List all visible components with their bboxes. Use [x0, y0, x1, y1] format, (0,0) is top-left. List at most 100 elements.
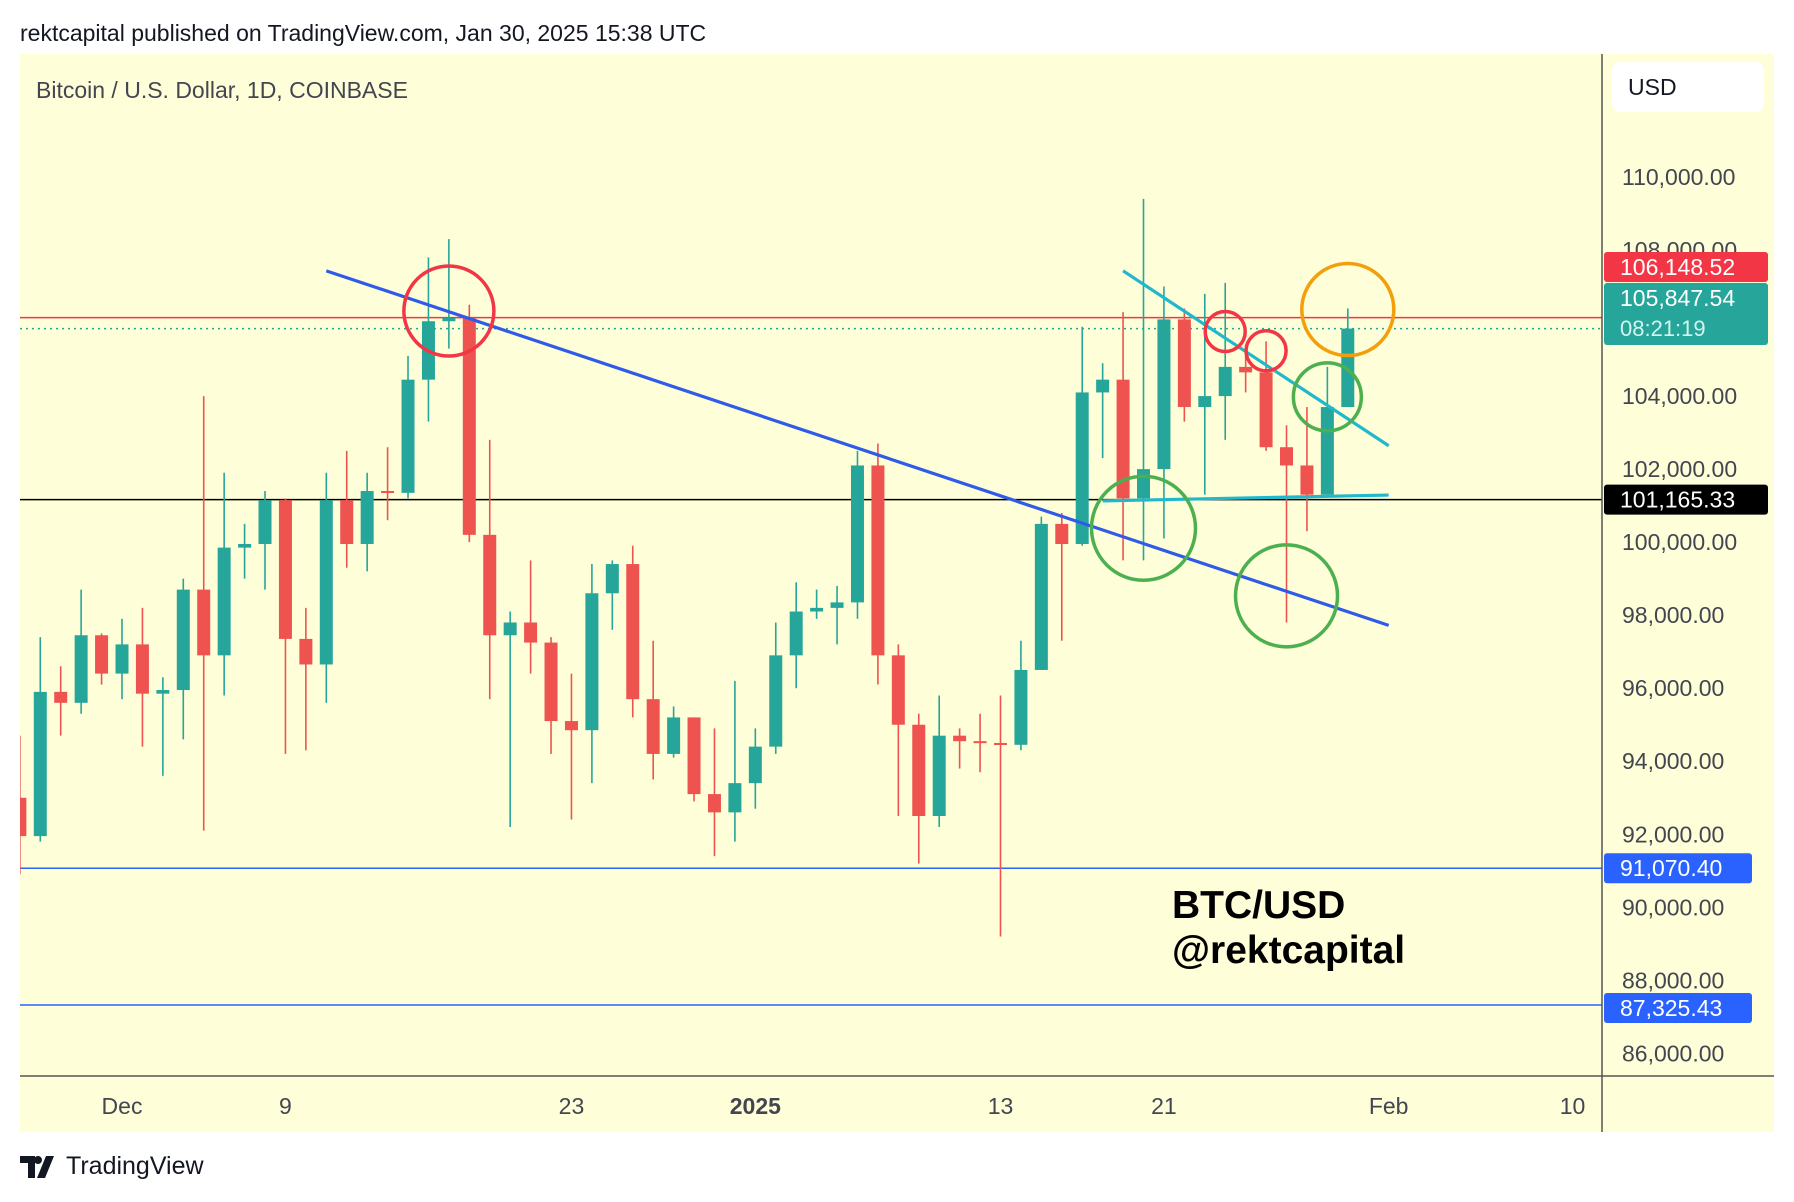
candle[interactable] — [1096, 363, 1110, 459]
candle[interactable] — [605, 560, 619, 630]
y-tick-label: 100,000.00 — [1622, 529, 1737, 555]
price-label: 87,325.43 — [1620, 995, 1722, 1021]
candle[interactable] — [299, 607, 313, 751]
candle-body — [953, 735, 967, 742]
candle-body — [912, 724, 926, 817]
candle-body — [1116, 379, 1130, 499]
candle[interactable] — [789, 582, 803, 689]
candle[interactable] — [1300, 407, 1314, 532]
candle[interactable] — [544, 637, 558, 754]
candle[interactable] — [850, 450, 864, 619]
chart-title: Bitcoin / U.S. Dollar, 1D, COINBASE — [36, 77, 408, 103]
candle[interactable] — [156, 677, 170, 776]
annotation-circle[interactable] — [1300, 261, 1396, 358]
y-tick-label: 94,000.00 — [1622, 748, 1724, 774]
candle[interactable] — [1259, 341, 1273, 451]
candle-body — [626, 564, 640, 700]
candle[interactable] — [564, 673, 578, 820]
candle[interactable] — [238, 523, 252, 579]
candle[interactable] — [360, 472, 374, 572]
candle[interactable] — [728, 680, 742, 842]
candle-body — [442, 317, 456, 322]
candle-body — [973, 741, 987, 744]
trendline[interactable] — [1122, 269, 1390, 448]
candle[interactable] — [1034, 516, 1048, 670]
annotation-circle[interactable] — [1244, 329, 1288, 373]
candle[interactable] — [74, 589, 88, 714]
candle[interactable] — [667, 706, 681, 758]
tradingview-logo[interactable]: TradingView — [20, 1152, 204, 1181]
candle[interactable] — [687, 717, 701, 802]
candle[interactable] — [54, 666, 68, 736]
candle-body — [238, 543, 252, 548]
candle[interactable] — [503, 611, 517, 827]
annotation-circle[interactable] — [402, 264, 496, 358]
candle[interactable] — [748, 728, 762, 809]
candle-body — [1300, 465, 1314, 495]
candle[interactable] — [1116, 312, 1130, 561]
candle[interactable] — [340, 450, 354, 568]
candle[interactable] — [1075, 326, 1089, 546]
plot-area: BTC/USD@rektcapital — [13, 198, 1602, 1006]
candle[interactable] — [993, 695, 1007, 937]
annotation-circle[interactable] — [1203, 309, 1247, 354]
candle-body — [115, 644, 129, 674]
candle-body — [1034, 523, 1048, 670]
candle[interactable] — [1280, 425, 1294, 623]
annotation-circle[interactable] — [1233, 543, 1340, 649]
candle[interactable] — [912, 713, 926, 864]
candle[interactable] — [1055, 512, 1069, 641]
candle[interactable] — [953, 728, 967, 769]
trendline[interactable] — [325, 269, 1390, 627]
candle-body — [1259, 372, 1273, 448]
candle-body — [789, 611, 803, 656]
candle[interactable] — [830, 585, 844, 645]
candle[interactable] — [197, 396, 211, 831]
tradingview-brand: TradingView — [66, 1152, 204, 1180]
annotation-circle[interactable] — [1291, 361, 1364, 433]
candle[interactable] — [1218, 282, 1232, 440]
candle[interactable] — [33, 637, 47, 842]
candle[interactable] — [115, 618, 129, 700]
candle[interactable] — [319, 472, 333, 703]
trendline[interactable] — [1102, 493, 1389, 503]
currency-button[interactable]: USD — [1612, 62, 1764, 112]
candle[interactable] — [381, 447, 395, 521]
candle[interactable] — [871, 443, 885, 685]
candle-body — [217, 547, 231, 656]
candle[interactable] — [810, 589, 824, 619]
annotation-circle[interactable] — [1089, 474, 1198, 583]
candle[interactable] — [585, 564, 599, 784]
candle[interactable] — [1177, 308, 1191, 422]
candle-body — [278, 500, 292, 639]
price-label-bg — [1604, 484, 1768, 515]
candle[interactable] — [135, 607, 149, 747]
candle[interactable] — [483, 439, 497, 700]
price-label: 101,165.33 — [1620, 487, 1735, 513]
y-tick-label: 102,000.00 — [1622, 456, 1737, 482]
candle[interactable] — [646, 640, 660, 780]
candle[interactable] — [401, 355, 415, 499]
candle[interactable] — [524, 560, 538, 674]
candle-body — [687, 717, 701, 795]
candle[interactable] — [891, 644, 905, 817]
candle-body — [33, 691, 47, 837]
candle[interactable] — [973, 713, 987, 773]
candle[interactable] — [932, 695, 946, 827]
candle[interactable] — [176, 578, 190, 740]
candle[interactable] — [13, 735, 27, 875]
candle[interactable] — [1157, 286, 1171, 539]
candle[interactable] — [258, 491, 272, 590]
candle-body — [564, 721, 578, 731]
candle[interactable] — [95, 633, 109, 685]
candle[interactable] — [442, 239, 456, 349]
candle[interactable] — [707, 728, 721, 857]
candle[interactable] — [462, 304, 476, 543]
candle[interactable] — [278, 498, 292, 754]
candle-body — [319, 500, 333, 665]
candle[interactable] — [626, 545, 640, 718]
candle[interactable] — [217, 472, 231, 696]
candle[interactable] — [1014, 640, 1028, 751]
candle[interactable] — [769, 622, 783, 754]
